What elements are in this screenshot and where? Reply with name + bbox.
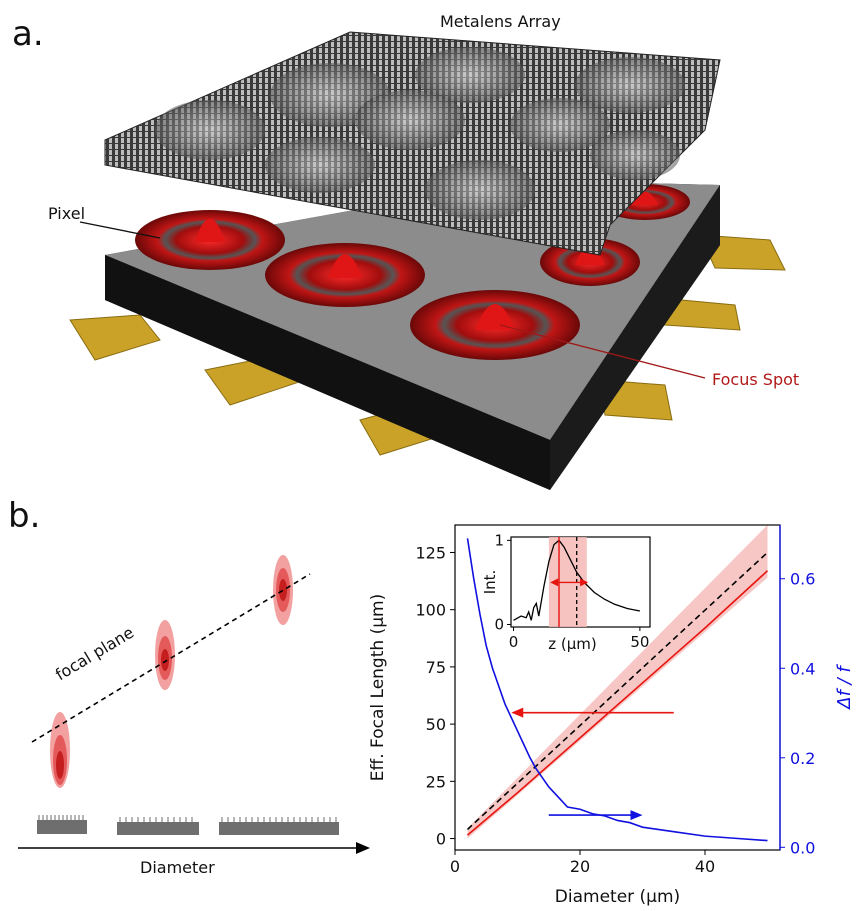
inset-fwhm-head-right: [580, 578, 589, 587]
x-axis-label: Diameter (μm): [555, 887, 680, 907]
inset-intensity-line: [513, 539, 641, 621]
metalens-blocks: [37, 820, 339, 835]
focal-plane-line: [31, 573, 311, 743]
focal-length-line: [466, 570, 769, 836]
delta-f-line: [466, 538, 768, 842]
y-right-tick-label: 0.4: [790, 659, 815, 678]
metalens-elements: [155, 47, 685, 220]
y-right-tick-label: 0.6: [790, 570, 815, 589]
y-axis-label: Eff. Focal Length (μm): [368, 594, 388, 781]
panel-a-label: a.: [12, 14, 44, 54]
y-right-axis-label: Δf / f: [834, 664, 855, 711]
red-arrow-head: [511, 707, 524, 718]
focus-ellipses: [50, 555, 293, 788]
inset-y-axis-label: Int.: [481, 570, 499, 595]
ideal-focal-line: [466, 551, 769, 830]
y-tick-label: 100: [415, 601, 446, 620]
inset-y-tick-label: 1: [494, 531, 504, 549]
x-tick-label: 40: [695, 857, 715, 876]
pixel-label: Pixel: [48, 204, 86, 223]
y-right-tick-label: 0.0: [790, 838, 815, 857]
x-tick-label: 20: [570, 857, 590, 876]
pixel-pointer: [79, 221, 161, 239]
blue-arrow-head: [630, 810, 643, 821]
y-tick-label: 50: [426, 715, 446, 734]
inset-x-tick-label: 0: [509, 633, 519, 651]
y-tick-label: 0: [436, 830, 446, 849]
x-tick-label: 0: [450, 857, 460, 876]
metalens-illustration: [69, 31, 786, 490]
metalens-pillar-tops: [38, 815, 337, 822]
inset-x-tick-label: 50: [630, 633, 649, 651]
focus-pointer: [499, 324, 706, 379]
y-tick-label: 75: [426, 658, 446, 677]
y-tick-label: 25: [426, 772, 446, 791]
panel-b-label: b.: [8, 496, 41, 536]
inset-y-tick-label: 0: [494, 615, 504, 633]
focus-spot-label: Focus Spot: [712, 370, 800, 389]
y-right-tick-label: 0.2: [790, 749, 815, 768]
y-tick-label: 125: [415, 543, 446, 562]
diameter-label: Diameter: [140, 858, 215, 877]
metalens-array-title: Metalens Array: [440, 12, 561, 31]
inset-x-axis-label: z (μm): [548, 635, 597, 653]
inset-fwhm-head-left: [550, 578, 559, 587]
